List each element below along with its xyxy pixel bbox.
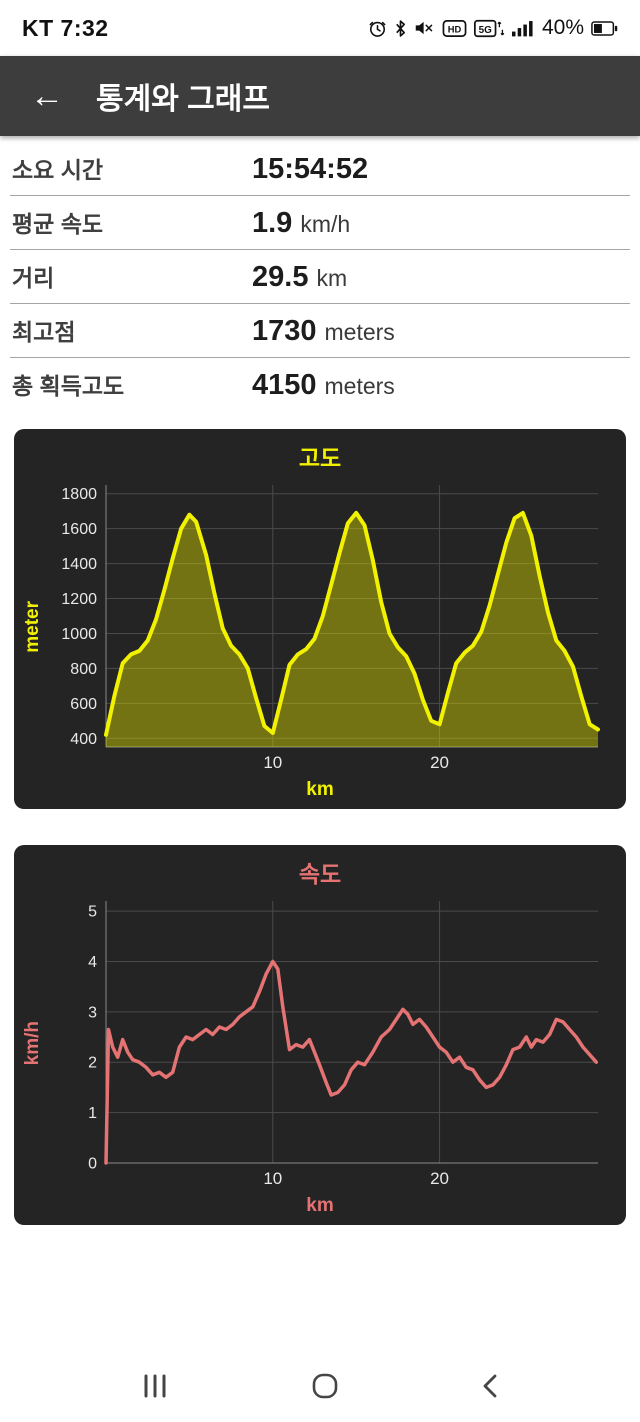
status-icons: HD 5G 40% [368,16,618,40]
altitude-chart-plot: 400 600 800 1000 1200 1400 1600 1800 10 20 [61,485,600,772]
svg-text:3: 3 [88,1004,97,1021]
svg-text:4: 4 [88,954,97,971]
stat-unit: meters [324,373,395,399]
svg-text:600: 600 [70,696,97,713]
svg-text:2: 2 [88,1055,97,1072]
stat-value: 29.5 [252,261,309,293]
5g-network-icon: 5G [473,19,505,38]
speed-x-axis-label: km [306,1195,334,1216]
altitude-chart-area: meter 400 600 800 1000 1200 1400 1600 1800 10 20 [22,477,618,777]
svg-text:1400: 1400 [61,556,97,573]
svg-text:20: 20 [430,753,449,772]
altitude-x-axis-label: km [306,779,334,800]
recents-button[interactable] [122,1363,188,1409]
stat-unit: km [316,265,348,291]
stat-label: 평균 속도 [12,211,104,237]
stat-value: 15:54:52 [252,153,369,185]
svg-text:1800: 1800 [61,486,97,503]
battery-percent: 40% [541,16,584,39]
svg-text:10: 10 [263,753,282,772]
mute-icon [414,19,435,37]
home-icon [311,1372,339,1400]
altitude-chart-card: 고도 meter 400 600 800 1000 1200 1400 1600 1800 10… [14,429,626,809]
stat-label: 소요 시간 [12,157,104,183]
svg-text:10: 10 [263,1169,282,1188]
svg-text:1200: 1200 [61,591,97,608]
altitude-y-axis-label: meter [22,601,43,653]
carrier-time: KT 7:32 [22,14,109,41]
altitude-chart-title: 고도 [298,445,342,471]
stat-row-elapsed-time: 소요 시간 15:54:52 [10,142,630,196]
speed-chart-area: km/h 0 1 2 3 4 5 10 20 [22,893,618,1193]
stats-list: 소요 시간 15:54:52 평균 속도 1.9 km/h 거리 29.5 km 최… [0,136,640,415]
svg-text:400: 400 [70,731,97,748]
page-title: 통계와 그래프 [96,83,270,116]
speed-y-axis-label: km/h [22,1020,43,1066]
nav-bar [0,1350,640,1422]
stat-value: 1730 [252,315,317,347]
stat-label: 최고점 [12,319,76,345]
alarm-icon [368,19,387,38]
stat-label: 거리 [12,265,55,291]
svg-text:5: 5 [88,904,97,921]
stat-row-average-speed: 평균 속도 1.9 km/h [10,196,630,250]
svg-text:0: 0 [88,1156,97,1173]
stat-row-highest-point: 최고점 1730 meters [10,304,630,358]
stat-row-total-elevation-gain: 총 획득고도 4150 meters [10,358,630,411]
stat-unit: meters [324,319,395,345]
speed-chart-card: 속도 km/h 0 1 2 3 4 5 10 20 km [14,845,626,1225]
stat-value: 1.9 [252,207,293,239]
svg-text:1: 1 [88,1105,97,1122]
svg-text:800: 800 [70,661,97,678]
svg-text:1600: 1600 [61,521,97,538]
status-bar: KT 7:32 HD 5G 40% [0,0,640,56]
recents-icon [140,1373,170,1399]
stat-label: 총 획득고도 [12,373,125,399]
stat-unit: km/h [300,211,351,237]
home-button[interactable] [293,1362,357,1410]
svg-text:1000: 1000 [61,626,97,643]
app-header: ← 통계와 그래프 [0,56,640,136]
stat-row-distance: 거리 29.5 km [10,250,630,304]
battery-icon [591,20,618,36]
back-button[interactable]: ← [20,75,74,117]
speed-chart-title: 속도 [298,861,342,887]
speed-chart-plot: 0 1 2 3 4 5 10 20 [88,901,599,1188]
signal-icon [511,20,533,37]
back-nav-button[interactable] [462,1362,518,1410]
back-arrow-icon: ← [30,77,64,115]
svg-text:5G: 5G [479,24,493,35]
back-chevron-icon [480,1372,500,1400]
svg-text:HD: HD [448,24,462,34]
stat-value: 4150 [252,369,317,401]
bluetooth-icon [394,19,407,38]
hd-icon: HD [442,19,467,37]
svg-text:20: 20 [430,1169,449,1188]
